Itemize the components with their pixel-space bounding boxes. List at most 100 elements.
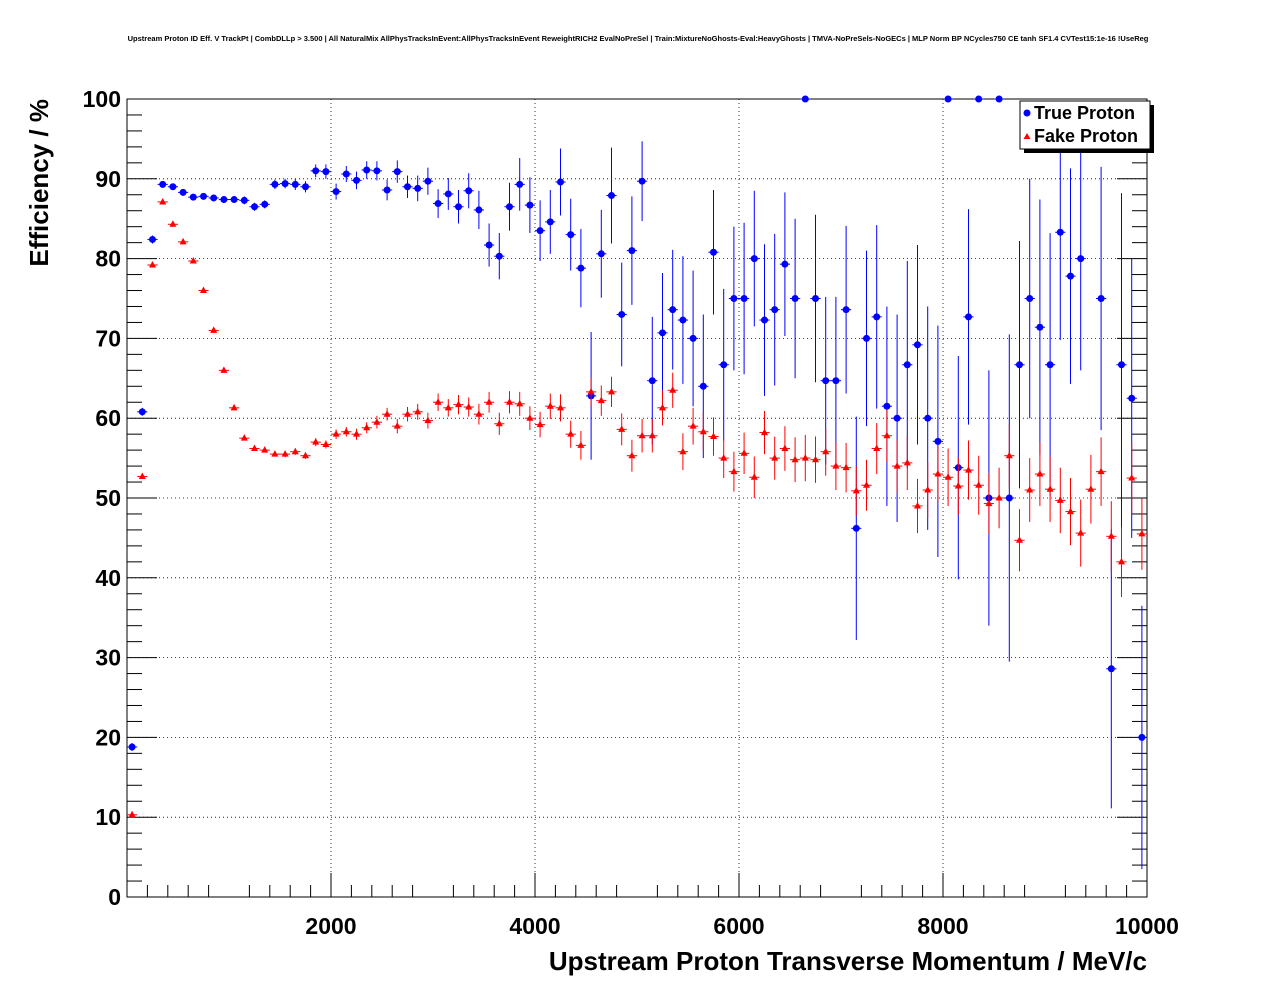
series-layer <box>127 95 1147 870</box>
data-point <box>240 434 248 441</box>
data-point <box>434 200 442 208</box>
data-point <box>791 455 799 463</box>
data-point <box>954 482 962 489</box>
data-point <box>577 264 585 272</box>
data-point <box>128 743 136 751</box>
data-point <box>628 451 636 459</box>
data-point <box>506 398 513 405</box>
data-point <box>567 430 575 437</box>
data-point <box>750 473 758 480</box>
x-tick-label: 6000 <box>713 913 764 939</box>
data-point <box>1097 467 1105 475</box>
data-point <box>546 402 554 409</box>
data-point <box>230 196 238 204</box>
data-point <box>781 444 789 452</box>
data-point <box>291 180 299 188</box>
data-point <box>281 450 289 457</box>
legend-box <box>1019 100 1151 150</box>
data-point <box>771 306 779 314</box>
data-point <box>1056 496 1064 503</box>
data-point <box>200 192 207 200</box>
data-point <box>1016 361 1023 369</box>
data-point <box>1016 536 1023 543</box>
data-point <box>210 326 218 333</box>
data-point <box>689 334 697 342</box>
data-point <box>353 430 360 437</box>
tick-label-layer: 2000 4000 6000 8000 10000 0 10 20 30 40 50 60 70 80 90… <box>83 86 1179 939</box>
data-point <box>618 425 626 432</box>
data-point <box>138 472 146 479</box>
y-tick-label: 40 <box>95 565 121 591</box>
y-axis-title: Efficiency / % <box>24 99 54 267</box>
data-point <box>363 423 371 431</box>
data-point <box>546 218 554 226</box>
data-point <box>1077 529 1085 536</box>
data-point <box>322 440 330 448</box>
data-point <box>628 247 636 255</box>
data-point <box>261 446 269 453</box>
y-tick-label: 0 <box>108 884 121 910</box>
data-point <box>444 190 452 198</box>
data-point <box>689 422 697 429</box>
data-point <box>169 220 177 227</box>
x-tick-label: 4000 <box>509 913 560 939</box>
legend: True Proton Fake Proton <box>1019 100 1154 153</box>
legend-true-proton-marker <box>1023 109 1031 117</box>
data-point <box>914 341 921 349</box>
data-point <box>1107 665 1115 673</box>
data-point <box>1036 323 1044 331</box>
data-point <box>822 377 830 385</box>
data-point <box>526 201 534 209</box>
data-point <box>128 810 136 818</box>
data-point <box>1067 272 1074 280</box>
y-tick-label: 50 <box>95 485 121 511</box>
data-point <box>740 295 748 302</box>
y-tick-label: 10 <box>95 804 121 830</box>
data-point <box>1138 733 1146 741</box>
data-point <box>679 316 687 324</box>
data-point <box>353 176 360 184</box>
data-point <box>730 467 738 475</box>
data-point <box>373 167 381 175</box>
data-point <box>638 431 646 439</box>
data-point <box>812 295 819 302</box>
data-point <box>200 286 207 294</box>
data-point <box>189 193 197 201</box>
legend-true-proton-label: True Proton <box>1034 103 1135 123</box>
data-point <box>1056 228 1064 236</box>
data-point <box>1005 451 1013 459</box>
data-point <box>975 95 983 103</box>
data-point <box>648 431 656 439</box>
data-point <box>1036 470 1044 477</box>
data-point <box>1046 485 1054 492</box>
data-point <box>985 499 993 507</box>
data-point <box>801 454 809 461</box>
data-point <box>312 167 320 175</box>
legend-fake-proton-marker <box>1023 133 1031 139</box>
data-point <box>1087 485 1095 492</box>
data-point <box>230 403 238 411</box>
data-point <box>210 194 218 202</box>
x-tick-label: 10000 <box>1115 913 1179 939</box>
data-point <box>536 420 544 428</box>
data-point <box>261 200 269 208</box>
data-point <box>159 197 167 205</box>
data-point <box>934 437 942 445</box>
data-point <box>557 178 564 186</box>
data-point <box>251 203 258 211</box>
data-point <box>169 183 177 191</box>
data-point <box>903 361 911 369</box>
legend-fake-proton-label: Fake Proton <box>1034 126 1138 146</box>
series-fake-proton <box>127 197 1147 818</box>
data-point <box>699 382 707 390</box>
series-true-proton <box>127 95 1147 870</box>
data-point <box>587 387 595 395</box>
data-point <box>1107 532 1115 539</box>
data-point <box>322 168 330 176</box>
data-point <box>485 398 493 405</box>
data-point <box>1118 361 1125 369</box>
data-point <box>903 458 911 466</box>
data-point <box>159 180 167 188</box>
data-point <box>414 184 422 192</box>
data-point <box>1097 295 1105 302</box>
